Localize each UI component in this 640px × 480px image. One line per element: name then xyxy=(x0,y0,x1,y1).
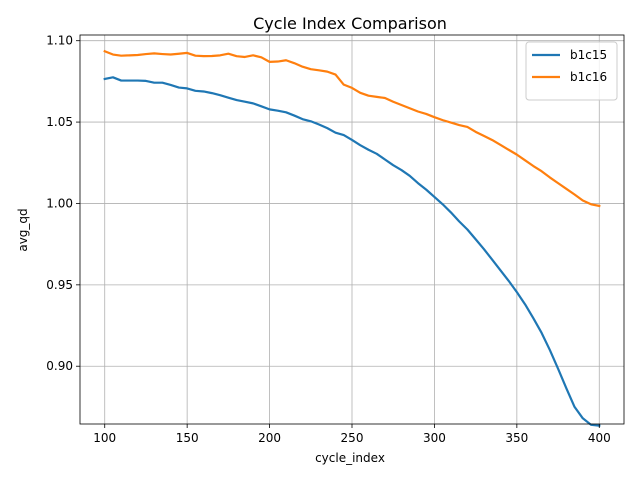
axis-ticks: 100 150 200 250 300 350 400 0.90 0.95 1.00 1.05 1.1… xyxy=(46,34,610,445)
legend-box xyxy=(525,41,618,101)
series-line-b1c16 xyxy=(103,49,601,208)
y-tick-label: 0.90 xyxy=(46,359,73,373)
y-tick-label: 1.05 xyxy=(46,115,73,129)
x-tick-label: 200 xyxy=(258,431,281,445)
y-axis-label: avg_qd xyxy=(16,208,30,251)
series-line-b1c15 xyxy=(103,76,601,427)
y-tick-label: 1.10 xyxy=(46,34,73,48)
x-tick-label: 150 xyxy=(176,431,199,445)
x-tick-label: 300 xyxy=(423,431,446,445)
y-tick-label: 1.00 xyxy=(46,196,73,210)
legend-label-b1c15: b1c15 xyxy=(570,48,607,62)
x-tick-label: 400 xyxy=(588,431,611,445)
x-tick-label: 350 xyxy=(505,431,528,445)
chart-title: Cycle Index Comparison xyxy=(253,14,447,33)
x-axis-label: cycle_index xyxy=(315,451,385,465)
legend: b1c15 b1c16 xyxy=(525,41,618,101)
series-lines xyxy=(103,49,601,427)
y-tick-label: 0.95 xyxy=(46,278,73,292)
x-tick-label: 100 xyxy=(93,431,116,445)
x-tick-label: 250 xyxy=(341,431,364,445)
legend-label-b1c16: b1c16 xyxy=(570,70,607,84)
grid-lines xyxy=(80,35,624,424)
